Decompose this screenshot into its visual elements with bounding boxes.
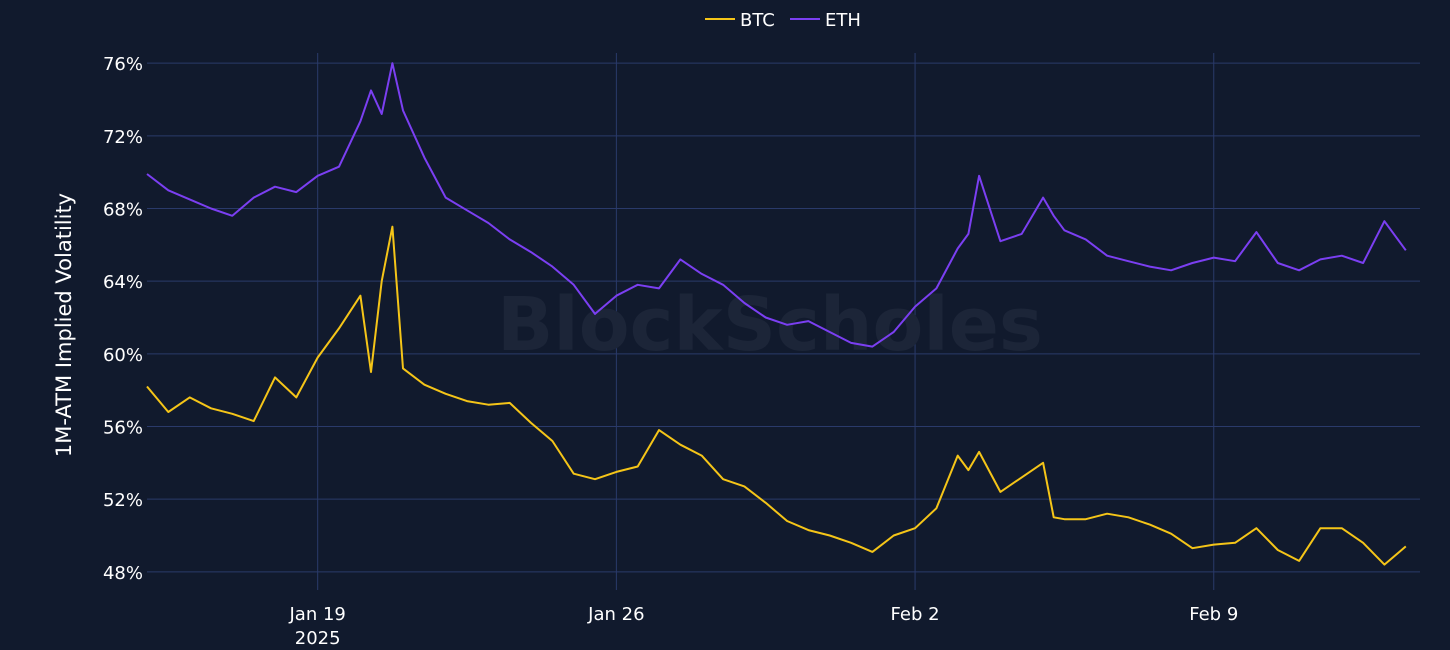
x-tick-label: Jan 19 [288,604,345,625]
y-tick-label: 68% [103,200,143,221]
y-tick-label: 72% [103,127,143,148]
legend-label: ETH [825,10,861,31]
y-axis-title: 1M-ATM Implied Volatility [52,193,76,457]
x-tick-label: Feb 9 [1189,604,1238,625]
x-tick-label: Jan 26 [587,604,644,625]
x-tick-sublabel: 2025 [295,628,341,649]
y-tick-label: 64% [103,272,143,293]
y-tick-label: 52% [103,490,143,511]
y-axis-ticks: 48% 52% 56% 60% 64% 68% 72% 76% [103,54,143,584]
grid [147,53,1420,590]
y-tick-label: 60% [103,345,143,366]
watermark: BlockScholes [497,282,1043,368]
series-line-btc [146,225,1407,566]
y-tick-label: 76% [103,54,143,75]
y-tick-label: 48% [103,563,143,584]
series-line-eth [146,62,1407,348]
legend-item-eth[interactable]: ETH [790,10,861,31]
y-tick-label: 56% [103,418,143,439]
x-tick-label: Feb 2 [891,604,940,625]
legend[interactable]: BTC ETH [705,10,861,31]
x-axis-ticks: Jan 19 2025 Jan 26 Feb 2 Feb 9 [288,604,1238,649]
legend-item-btc[interactable]: BTC [705,10,775,31]
legend-label: BTC [740,10,775,31]
series-layer [146,62,1407,566]
